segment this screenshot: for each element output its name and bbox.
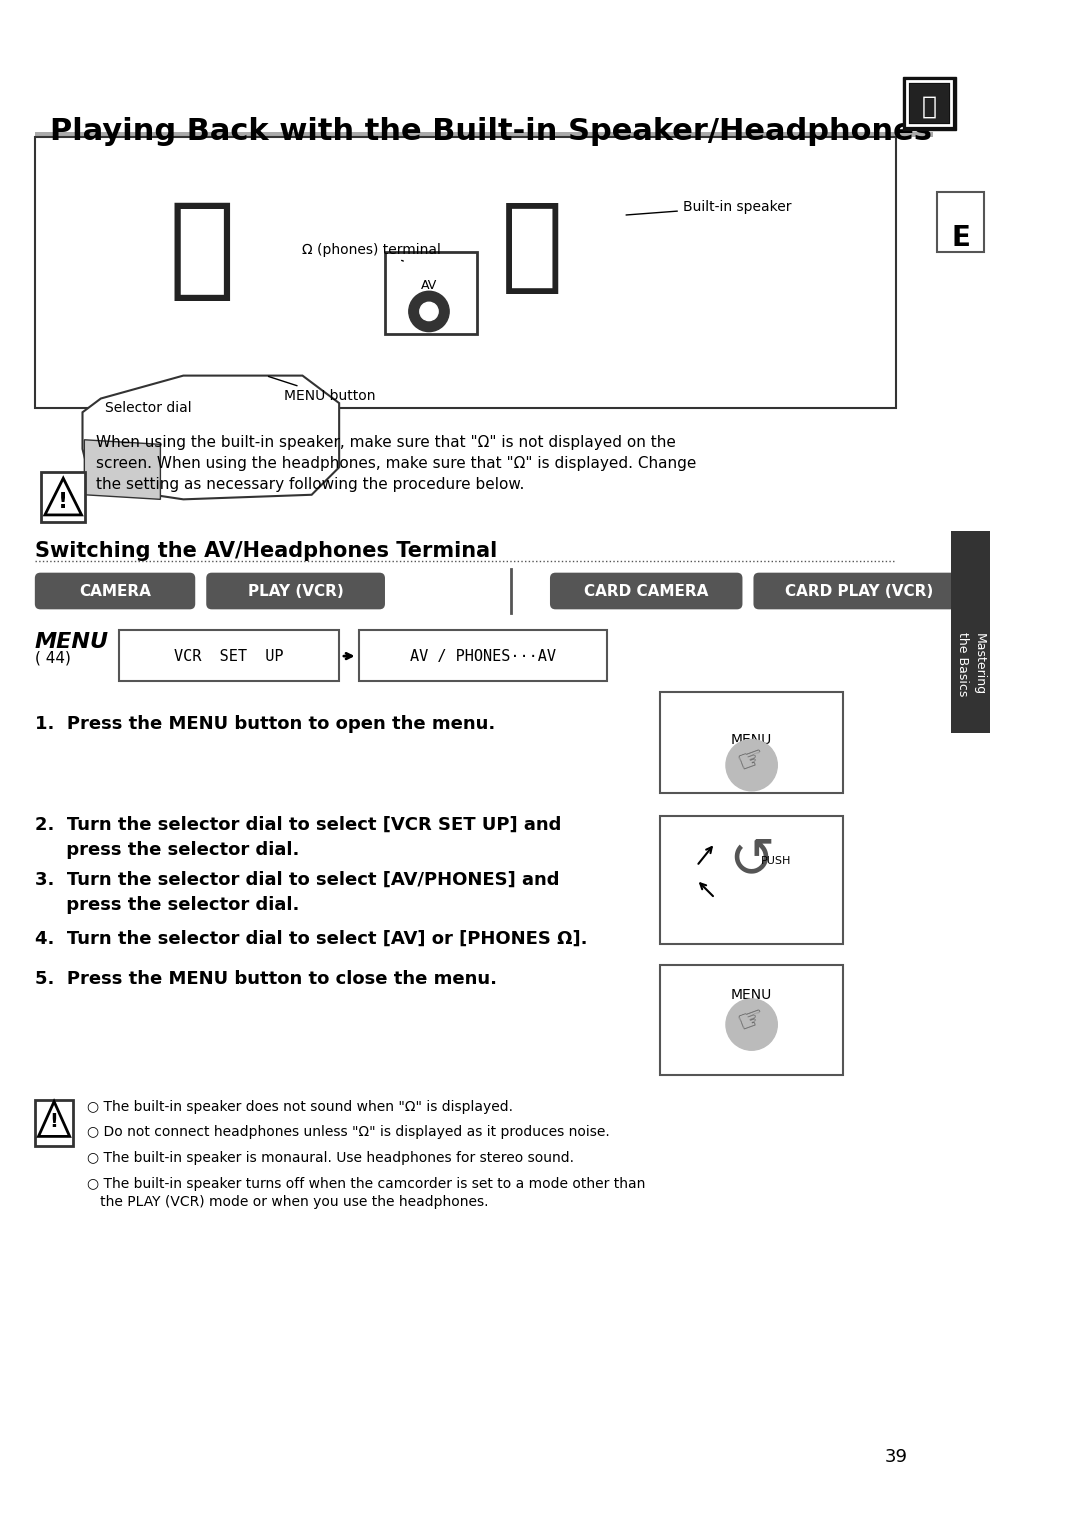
FancyBboxPatch shape: [550, 572, 742, 609]
Text: Playing Back with the Built-in Speaker/Headphones: Playing Back with the Built-in Speaker/H…: [51, 117, 932, 146]
Text: When using the built-in speaker, make sure that "Ω" is not displayed on the
scre: When using the built-in speaker, make su…: [96, 436, 697, 492]
Circle shape: [409, 291, 449, 331]
Text: Mastering
the Basics: Mastering the Basics: [956, 632, 986, 696]
Bar: [951, 531, 990, 733]
Circle shape: [726, 739, 778, 792]
Circle shape: [420, 302, 438, 321]
Text: ○ The built-in speaker is monaural. Use headphones for stereo sound.: ○ The built-in speaker is monaural. Use …: [87, 1150, 575, 1164]
Circle shape: [726, 999, 778, 1051]
Text: CARD PLAY (VCR): CARD PLAY (VCR): [785, 583, 933, 598]
Text: CARD CAMERA: CARD CAMERA: [584, 583, 708, 598]
Text: 🎥: 🎥: [168, 196, 235, 304]
Text: 39: 39: [885, 1448, 907, 1467]
Text: E: E: [951, 224, 970, 253]
Text: MENU button: MENU button: [269, 376, 376, 403]
Text: ○ Do not connect headphones unless "Ω" is displayed as it produces noise.: ○ Do not connect headphones unless "Ω" i…: [87, 1126, 610, 1140]
Bar: [360, 630, 607, 681]
FancyBboxPatch shape: [206, 572, 384, 609]
Bar: [907, 81, 951, 126]
Bar: [41, 472, 85, 522]
Text: 4.  Turn the selector dial to select [AV] or [PHONES Ω].: 4. Turn the selector dial to select [AV]…: [35, 930, 588, 948]
Bar: [35, 1100, 73, 1146]
Text: VCR  SET  UP: VCR SET UP: [174, 649, 284, 664]
Text: ( 44): ( 44): [35, 650, 70, 666]
Text: ☞: ☞: [733, 1002, 769, 1039]
Text: ↺: ↺: [728, 834, 774, 888]
Text: ○ The built-in speaker does not sound when "Ω" is displayed.: ○ The built-in speaker does not sound wh…: [87, 1100, 513, 1114]
Polygon shape: [39, 1101, 70, 1137]
Text: 5.  Press the MENU button to close the menu.: 5. Press the MENU button to close the me…: [35, 969, 497, 988]
Bar: [35, 137, 896, 408]
Polygon shape: [84, 440, 161, 500]
Text: !: !: [58, 492, 68, 512]
Text: 2.  Turn the selector dial to select [VCR SET UP] and
     press the selector di: 2. Turn the selector dial to select [VCR…: [35, 816, 562, 859]
Bar: [910, 84, 948, 123]
Bar: [660, 692, 843, 793]
Text: AV / PHONES···AV: AV / PHONES···AV: [410, 649, 556, 664]
Text: Ω (phones) terminal: Ω (phones) terminal: [302, 242, 442, 261]
Text: 1.  Press the MENU button to open the menu.: 1. Press the MENU button to open the men…: [35, 715, 495, 733]
Text: Switching the AV/Headphones Terminal: Switching the AV/Headphones Terminal: [35, 540, 497, 560]
FancyBboxPatch shape: [35, 572, 195, 609]
Text: CAMERA: CAMERA: [79, 583, 151, 598]
Text: ○ The built-in speaker turns off when the camcorder is set to a mode other than
: ○ The built-in speaker turns off when th…: [87, 1177, 646, 1209]
Text: AV: AV: [421, 279, 437, 293]
Polygon shape: [82, 376, 339, 500]
Bar: [660, 816, 843, 943]
Text: 🎥: 🎥: [500, 196, 563, 298]
Text: Built-in speaker: Built-in speaker: [626, 199, 792, 215]
Text: MENU: MENU: [731, 733, 772, 747]
Bar: [660, 965, 843, 1075]
FancyBboxPatch shape: [754, 572, 964, 609]
Text: MENU: MENU: [731, 988, 772, 1002]
Bar: [119, 630, 339, 681]
Text: PLAY (VCR): PLAY (VCR): [247, 583, 343, 598]
Text: Selector dial: Selector dial: [106, 402, 192, 416]
Text: 📷: 📷: [922, 94, 937, 118]
Bar: [903, 77, 956, 130]
Text: ☞: ☞: [733, 742, 769, 779]
Bar: [936, 192, 985, 252]
Bar: [384, 252, 476, 334]
Bar: [35, 132, 933, 137]
Polygon shape: [45, 479, 82, 515]
Text: !: !: [50, 1112, 58, 1131]
Text: 3.  Turn the selector dial to select [AV/PHONES] and
     press the selector dia: 3. Turn the selector dial to select [AV/…: [35, 871, 559, 914]
Text: MENU: MENU: [35, 632, 109, 652]
Text: PUSH: PUSH: [760, 856, 792, 867]
